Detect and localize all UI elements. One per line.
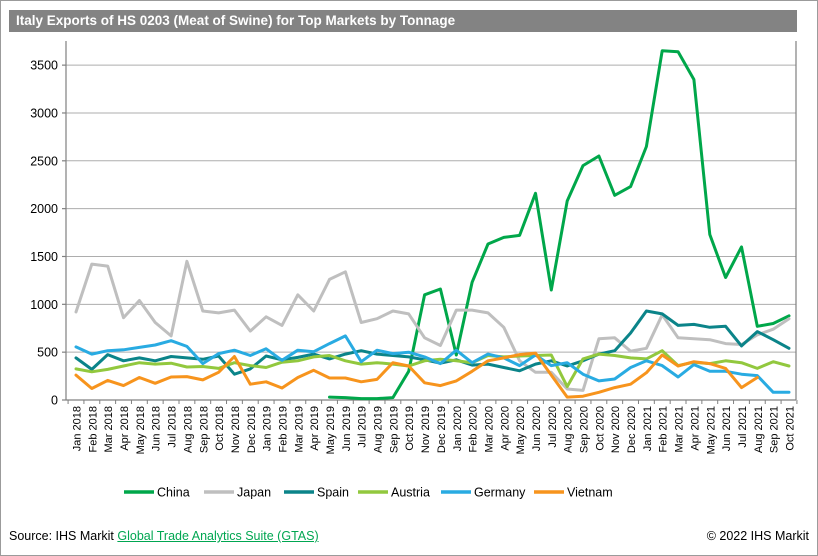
y-axis-label: 3000 — [30, 106, 58, 120]
legend-item-japan: Japan — [204, 486, 271, 500]
x-axis-label: Mar 2021 — [674, 406, 686, 452]
x-axis-label: May 2019 — [325, 406, 337, 454]
x-axis-label: Jul 2020 — [547, 406, 559, 448]
legend-label-germany: Germany — [474, 486, 526, 500]
x-axis-label: Jul 2019 — [357, 406, 369, 448]
x-axis-label: Nov 2019 — [420, 406, 432, 453]
x-axis-label: Jun 2019 — [341, 406, 353, 451]
x-axis-label: Apr 2019 — [309, 406, 321, 451]
source-note: Source: IHS Markit Global Trade Analytic… — [9, 529, 319, 543]
x-axis-label: Jun 2018 — [151, 406, 163, 451]
x-axis-label: Nov 2018 — [230, 406, 242, 453]
x-axis-label: Dec 2019 — [436, 406, 448, 453]
x-axis-label: Jun 2020 — [531, 406, 543, 451]
x-axis-label: Jan 2018 — [72, 406, 84, 451]
series-line-germany — [74, 334, 791, 394]
x-axis-label: Jul 2018 — [167, 406, 179, 448]
x-axis-label: Dec 2020 — [626, 406, 638, 453]
x-axis-label: Oct 2021 — [785, 406, 797, 451]
x-axis-label: Jul 2021 — [737, 406, 749, 448]
x-axis-label: May 2018 — [135, 406, 147, 454]
legend-item-china: China — [124, 486, 190, 500]
x-axis-label: Apr 2020 — [499, 406, 511, 451]
x-axis-label: Feb 2020 — [468, 406, 480, 452]
x-axis-label: Sep 2018 — [198, 406, 210, 453]
x-axis-label: Apr 2021 — [689, 406, 701, 451]
legend-label-china: China — [157, 486, 190, 500]
x-axis-label: Nov 2020 — [610, 406, 622, 453]
x-axis-label: Mar 2018 — [103, 406, 115, 452]
y-axis-label: 2000 — [30, 202, 58, 216]
x-axis-label: Aug 2019 — [373, 406, 385, 453]
legend-label-japan: Japan — [237, 486, 271, 500]
legend-label-spain: Spain — [317, 486, 349, 500]
x-axis-label: May 2020 — [515, 406, 527, 454]
y-axis-label: 1500 — [30, 250, 58, 264]
x-axis-label: Jan 2019 — [262, 406, 274, 451]
gtas-link[interactable]: Global Trade Analytics Suite (GTAS) — [117, 529, 319, 543]
source-prefix: Source: IHS Markit — [9, 529, 118, 543]
x-axis-label: Jun 2021 — [721, 406, 733, 451]
x-axis-label: Feb 2021 — [658, 406, 670, 452]
x-axis-label: Dec 2018 — [246, 406, 258, 453]
x-axis-label: Jan 2021 — [642, 406, 654, 451]
y-axis-label: 500 — [37, 346, 58, 360]
y-axis-label: 3500 — [30, 59, 58, 73]
x-axis-label: Jan 2020 — [452, 406, 464, 451]
x-axis-label: Oct 2019 — [404, 406, 416, 451]
x-axis-label: Sep 2019 — [388, 406, 400, 453]
y-axis-label: 1000 — [30, 298, 58, 312]
legend-label-vietnam: Vietnam — [567, 486, 613, 500]
x-axis-label: Apr 2018 — [119, 406, 131, 451]
x-axis-label: Feb 2018 — [87, 406, 99, 452]
legend-item-austria: Austria — [358, 486, 430, 500]
x-axis-label: Aug 2021 — [753, 406, 765, 453]
legend-item-vietnam: Vietnam — [534, 486, 613, 500]
legend-item-germany: Germany — [441, 486, 526, 500]
y-axis-label: 0 — [51, 394, 58, 408]
legend-item-spain: Spain — [284, 486, 349, 500]
chart-title-bar: Italy Exports of HS 0203 (Meat of Swine)… — [9, 10, 797, 32]
x-axis-label: Feb 2019 — [277, 406, 289, 452]
series-line-vietnam — [74, 351, 759, 399]
series-line-china — [328, 49, 791, 401]
x-axis-label: Mar 2020 — [483, 406, 495, 452]
chart-title: Italy Exports of HS 0203 (Meat of Swine)… — [16, 13, 456, 28]
x-axis-label: Oct 2020 — [594, 406, 606, 451]
x-axis-label: Sep 2020 — [579, 406, 591, 453]
x-axis-label: May 2021 — [705, 406, 717, 454]
x-axis-label: Aug 2018 — [182, 406, 194, 453]
x-axis-label: Aug 2020 — [563, 406, 575, 453]
copyright-note: © 2022 IHS Markit — [706, 529, 809, 543]
legend-label-austria: Austria — [391, 486, 430, 500]
series-line-japan — [74, 259, 791, 392]
x-axis-label: Sep 2021 — [769, 406, 781, 453]
footer: Source: IHS Markit Global Trade Analytic… — [1, 529, 817, 547]
x-axis-label: Oct 2018 — [214, 406, 226, 451]
y-axis-label: 2500 — [30, 154, 58, 168]
x-axis-label: Mar 2019 — [293, 406, 305, 452]
